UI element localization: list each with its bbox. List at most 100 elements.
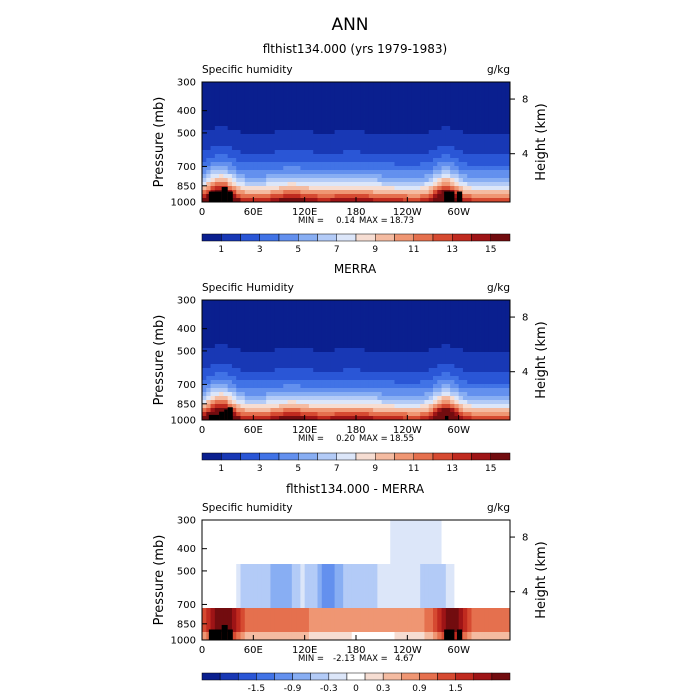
- heatmap-cell: [373, 186, 378, 191]
- heatmap-cell: [488, 372, 494, 377]
- heatmap-cell: [454, 352, 460, 357]
- heatmap-cell: [398, 106, 404, 111]
- heatmap-cell: [227, 352, 233, 357]
- heatmap-cell: [428, 114, 434, 119]
- heatmap-cell: [240, 384, 246, 389]
- heatmap-cell: [210, 308, 216, 313]
- heatmap-cell: [317, 150, 323, 155]
- heatmap-cell: [480, 520, 485, 525]
- heatmap-cell: [231, 154, 237, 159]
- heatmap-cell: [270, 320, 276, 325]
- heatmap-cell: [377, 376, 383, 381]
- heatmap-cell: [458, 344, 464, 349]
- heatmap-cell: [279, 182, 284, 187]
- heatmap-cell: [326, 524, 331, 529]
- heatmap-cell: [505, 154, 511, 159]
- heatmap-cell: [291, 524, 297, 529]
- heatmap-cell: [381, 154, 387, 159]
- heatmap-cell: [403, 380, 408, 385]
- heatmap-cell: [223, 308, 229, 313]
- heatmap-cell: [450, 396, 455, 401]
- heatmap-cell: [291, 548, 297, 553]
- heatmap-cell: [467, 380, 472, 385]
- heatmap-cell: [480, 360, 485, 365]
- heatmap-cell: [484, 304, 490, 309]
- heatmap-cell: [257, 158, 263, 163]
- heatmap-cell: [415, 150, 421, 155]
- heatmap-cell: [411, 400, 417, 405]
- heatmap-cell: [231, 364, 237, 369]
- heatmap-cell: [411, 536, 417, 541]
- heatmap-cell: [492, 312, 498, 317]
- heatmap-cell: [462, 536, 468, 541]
- heatmap-cell: [304, 384, 310, 389]
- heatmap-cell: [351, 368, 357, 373]
- heatmap-cell: [257, 328, 263, 333]
- heatmap-cell: [257, 170, 263, 175]
- heatmap-cell: [334, 198, 340, 203]
- heatmap-cell: [351, 118, 357, 123]
- heatmap-cell: [257, 336, 263, 341]
- heatmap-cell: [445, 150, 451, 155]
- heatmap-cell: [321, 360, 327, 365]
- heatmap-cell: [480, 94, 485, 99]
- heatmap-cell: [398, 324, 404, 329]
- heatmap-cell: [428, 182, 434, 187]
- heatmap-cell: [373, 154, 378, 159]
- heatmap-cell: [236, 150, 241, 155]
- heatmap-cell: [334, 150, 340, 155]
- heatmap-cell: [283, 114, 288, 119]
- heatmap-cell: [296, 324, 301, 329]
- heatmap-cell: [475, 300, 481, 305]
- heatmap-cell: [428, 396, 434, 401]
- heatmap-cell: [497, 328, 502, 333]
- heatmap-cell: [403, 412, 408, 417]
- heatmap-cell: [279, 336, 284, 341]
- heatmap-cell: [424, 82, 430, 87]
- heatmap-cell: [480, 364, 485, 369]
- heatmap-cell: [398, 400, 404, 405]
- heatmap-cell: [223, 110, 229, 115]
- heatmap-cell: [458, 174, 464, 179]
- heatmap-cell: [420, 396, 425, 401]
- heatmap-cell: [202, 98, 207, 103]
- heatmap-cell: [450, 524, 455, 529]
- heatmap-cell: [394, 138, 400, 143]
- heatmap-cell: [420, 316, 425, 321]
- heatmap-cell: [428, 344, 434, 349]
- colorbar-swatch: [336, 233, 357, 242]
- heatmap-cell: [214, 404, 220, 409]
- heatmap-cell: [390, 146, 395, 151]
- heatmap-cell: [373, 400, 378, 405]
- heatmap-cell: [219, 182, 224, 187]
- heatmap-cell: [403, 118, 408, 123]
- heatmap-cell: [497, 416, 502, 421]
- heatmap-cell: [270, 174, 276, 179]
- heatmap-cell: [390, 348, 395, 353]
- heatmap-cell: [398, 544, 404, 549]
- heatmap-cell: [441, 392, 447, 397]
- heatmap-cell: [360, 114, 365, 119]
- heatmap-cell: [296, 380, 301, 385]
- heatmap-cell: [261, 372, 267, 377]
- heatmap-cell: [219, 332, 224, 337]
- heatmap-cell: [381, 324, 387, 329]
- heatmap-cell: [360, 540, 365, 545]
- heatmap-cell: [356, 356, 361, 361]
- heatmap-cell: [484, 340, 490, 345]
- heatmap-cell: [394, 412, 400, 417]
- heatmap-cell: [287, 520, 293, 525]
- heatmap-cell: [296, 130, 301, 135]
- heatmap-cell: [266, 340, 271, 345]
- heatmap-cell: [257, 412, 263, 417]
- heatmap-cell: [317, 166, 323, 171]
- heatmap-cell: [364, 300, 370, 305]
- heatmap-cell: [330, 190, 336, 195]
- heatmap-cell: [505, 190, 511, 195]
- heatmap-cell: [462, 186, 468, 191]
- heatmap-cell: [321, 162, 327, 167]
- heatmap-cell: [492, 540, 498, 545]
- heatmap-cell: [484, 520, 490, 525]
- heatmap-cell: [223, 520, 229, 525]
- heatmap-cell: [373, 392, 378, 397]
